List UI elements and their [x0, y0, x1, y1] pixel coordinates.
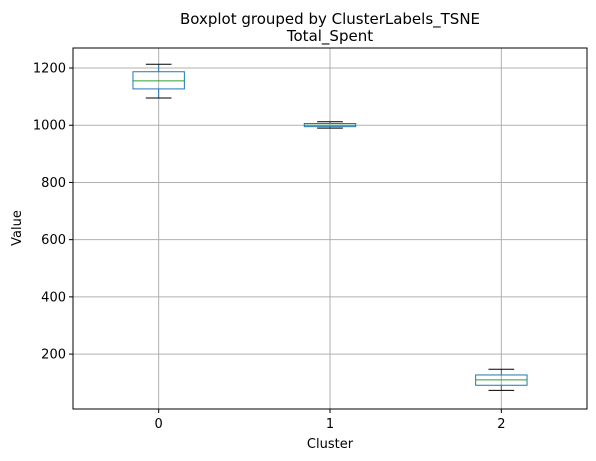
y-tick-label: 600 — [41, 233, 66, 248]
grid-lines — [73, 48, 587, 409]
box-cluster-1 — [303, 121, 357, 129]
x-tick-label: 0 — [155, 417, 163, 432]
boxes-layer — [132, 63, 528, 391]
ticks-layer: 200 400 600 800 1000 1200 0 1 2 — [33, 62, 506, 432]
y-tick-label: 1200 — [33, 62, 66, 77]
x-tick-label: 2 — [497, 417, 505, 432]
y-axis-label: Value — [10, 210, 25, 246]
y-tick-label: 1000 — [33, 119, 66, 134]
x-tick-label: 1 — [326, 417, 334, 432]
box-cluster-2 — [475, 368, 528, 391]
y-tick-label: 200 — [41, 348, 66, 363]
chart-title: Total_Spent — [286, 27, 373, 46]
y-tick-label: 400 — [41, 290, 66, 305]
iqr-box — [132, 71, 185, 90]
box-cluster-0 — [132, 63, 185, 99]
y-tick-label: 800 — [41, 176, 66, 191]
x-axis-label: Cluster — [307, 437, 354, 452]
chart-suptitle: Boxplot grouped by ClusterLabels_TSNE — [180, 10, 480, 29]
